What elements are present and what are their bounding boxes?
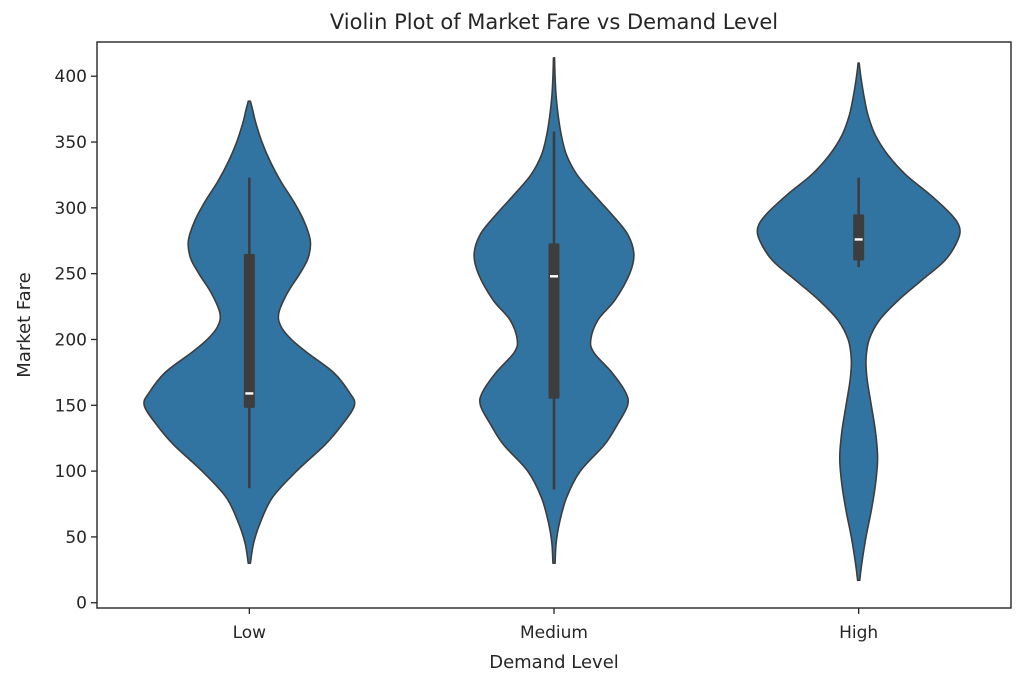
y-tick-label: 100 bbox=[55, 462, 87, 482]
iqr-box bbox=[548, 243, 560, 399]
y-tick-label: 400 bbox=[55, 67, 87, 87]
y-axis: 0 50 100 150 200 250 300 350 400 bbox=[55, 67, 97, 614]
x-tick-label: Low bbox=[233, 623, 267, 643]
x-tick-label: Medium bbox=[520, 623, 588, 643]
violin-group bbox=[143, 57, 961, 582]
y-tick-label: 0 bbox=[76, 594, 87, 614]
violin-body-high bbox=[756, 62, 961, 582]
x-axis-label: Demand Level bbox=[489, 652, 619, 673]
x-tick-label: High bbox=[839, 623, 878, 643]
y-tick-label: 350 bbox=[55, 133, 87, 153]
y-tick-label: 300 bbox=[55, 199, 87, 219]
chart-title: Violin Plot of Market Fare vs Demand Lev… bbox=[330, 10, 778, 34]
y-tick-label: 250 bbox=[55, 265, 87, 285]
y-tick-label: 150 bbox=[55, 396, 87, 416]
iqr-box bbox=[853, 214, 865, 261]
y-tick-label: 200 bbox=[55, 330, 87, 350]
iqr-box bbox=[243, 253, 255, 408]
y-tick-label: 50 bbox=[65, 528, 87, 548]
x-axis: Low Medium High bbox=[233, 608, 878, 643]
y-axis-label: Market Fare bbox=[14, 272, 35, 377]
